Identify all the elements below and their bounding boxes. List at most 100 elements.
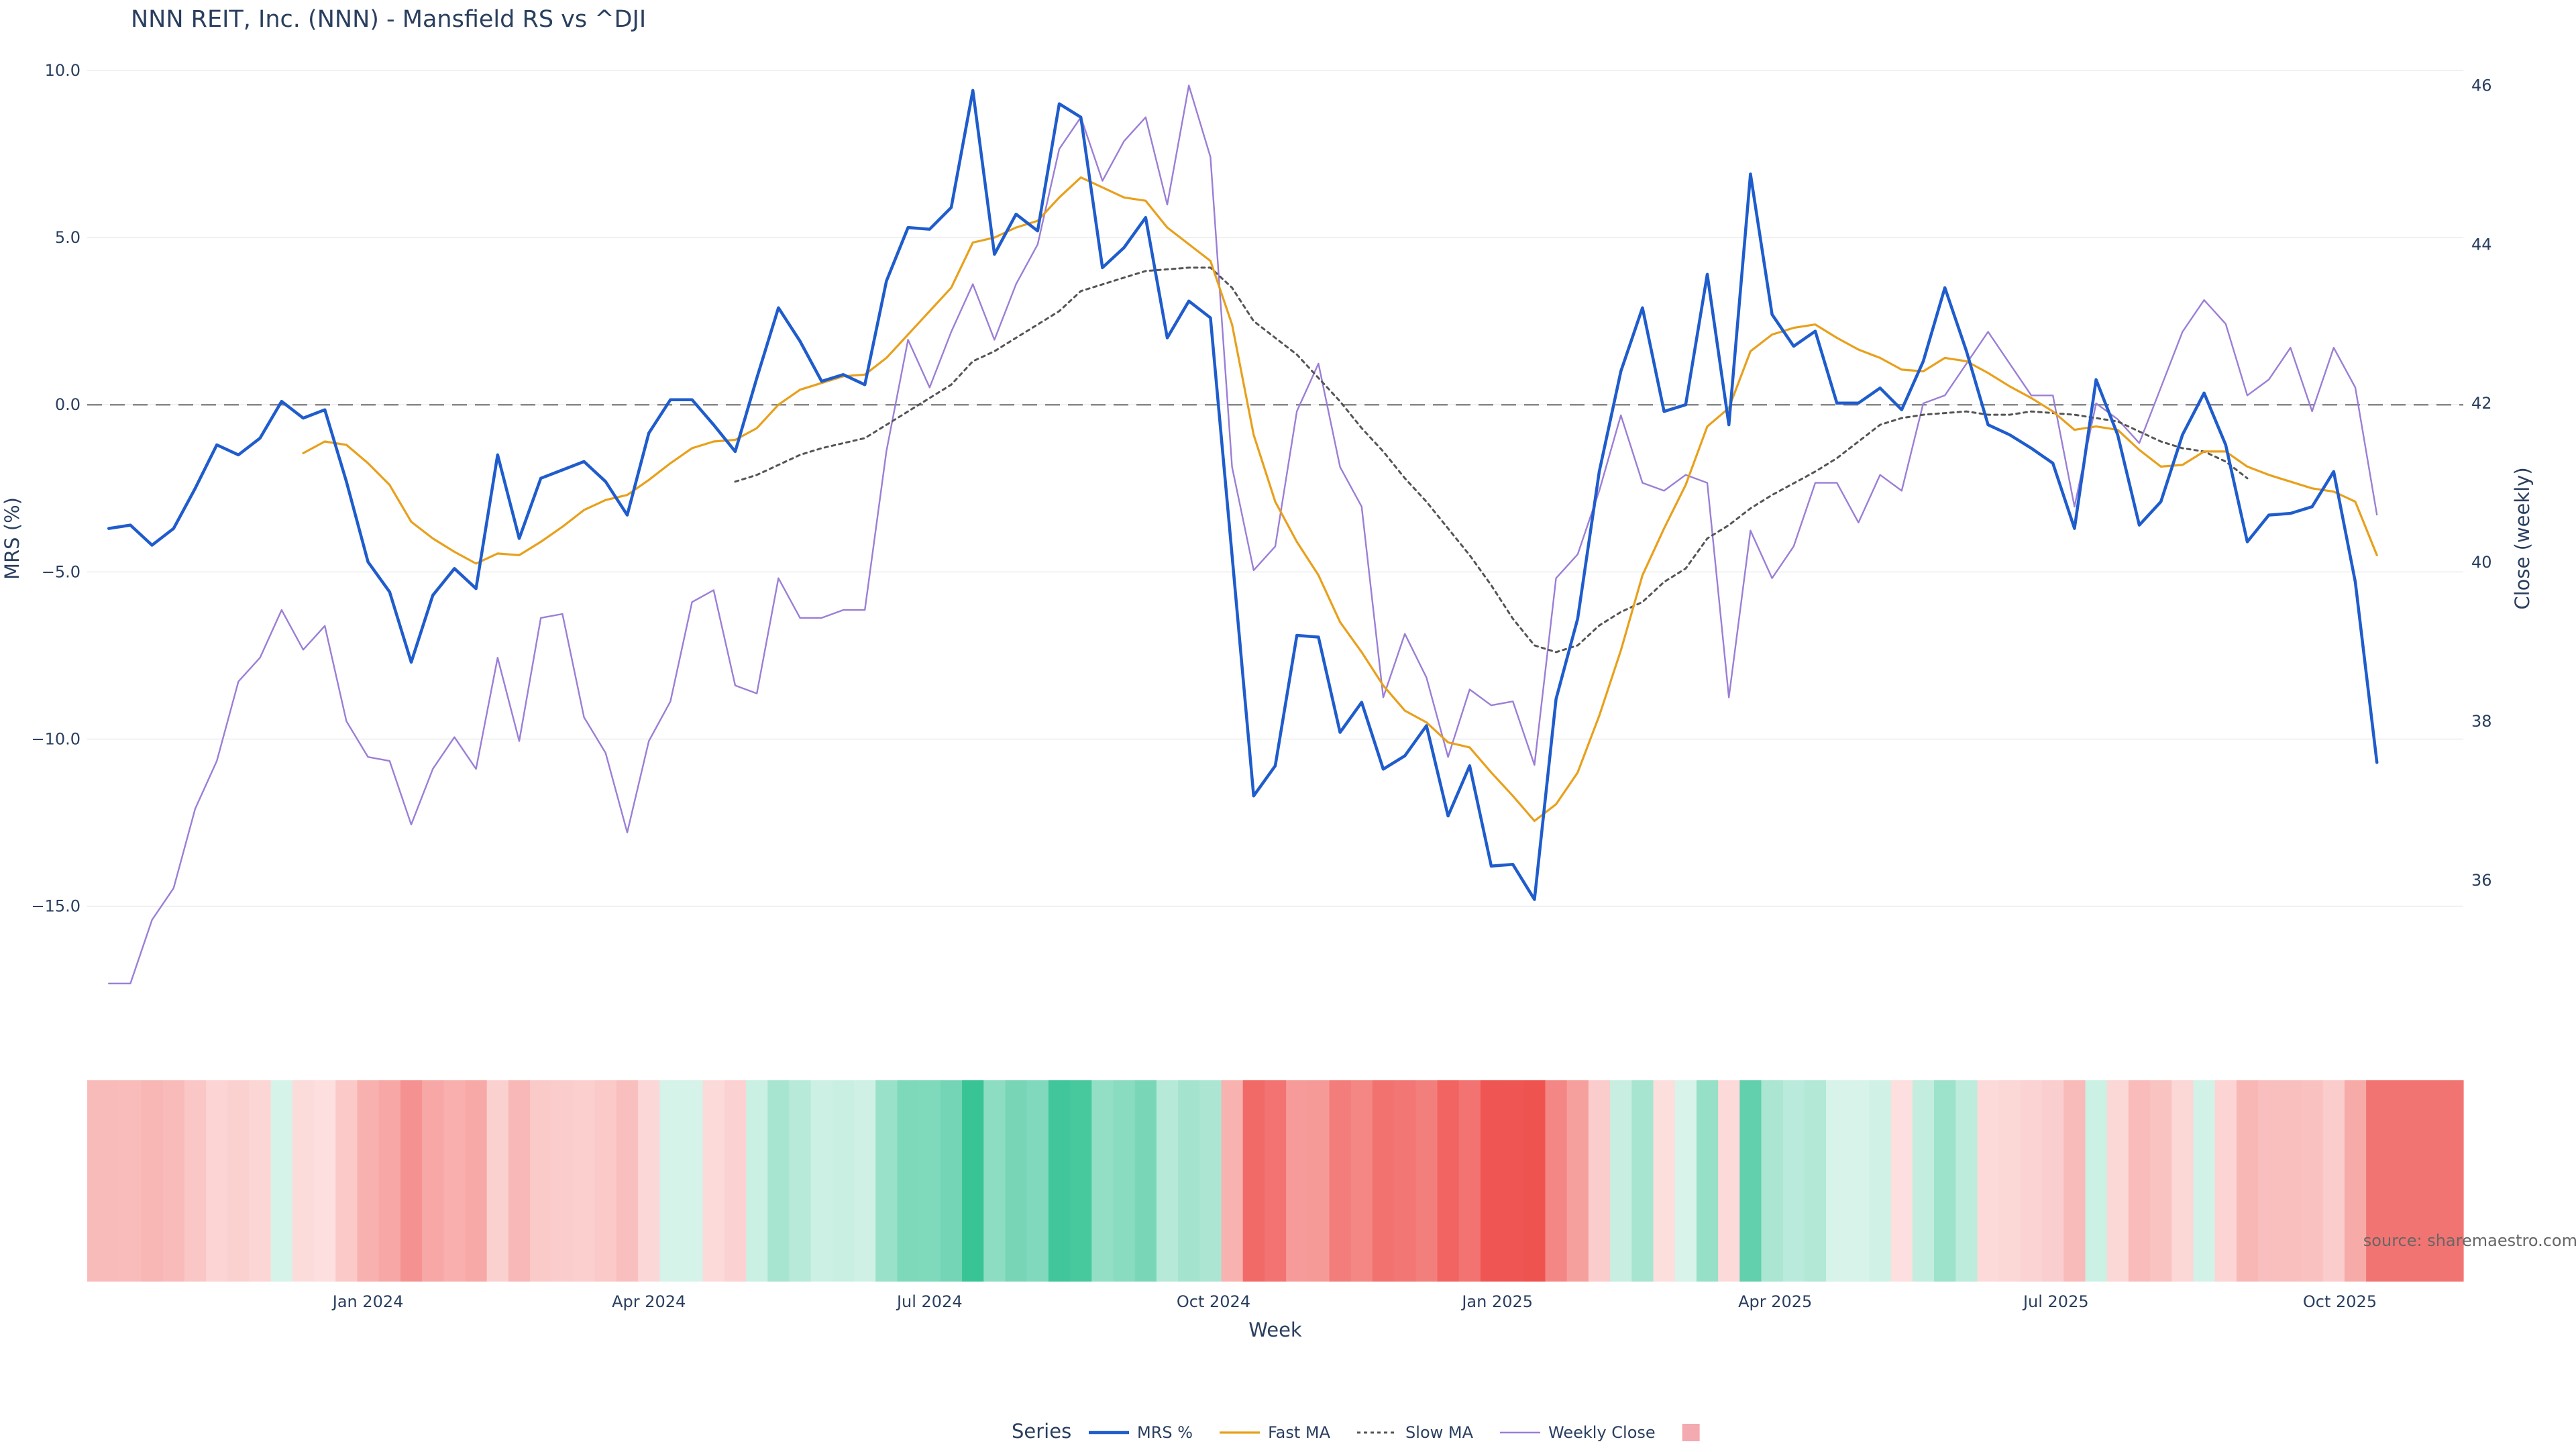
heatmap-cell	[2236, 1080, 2259, 1282]
heatmap-cell	[918, 1080, 941, 1282]
x-axis: Jan 2024 Apr 2024 Jul 2024 Oct 2024 Jan 2025…	[331, 1292, 2377, 1311]
heatmap-cell	[1998, 1080, 2021, 1282]
heatmap-cell	[443, 1080, 466, 1282]
series-lines	[107, 85, 2379, 985]
heatmap-cell	[1372, 1080, 1395, 1282]
heatmap-cell	[1653, 1080, 1676, 1282]
heatmap-cell	[1156, 1080, 1179, 1282]
y2-tick-label: 46	[2471, 76, 2492, 95]
heatmap-cell	[2020, 1080, 2043, 1282]
heatmap-cell	[141, 1080, 164, 1282]
series-line-fast-ma	[302, 176, 2378, 823]
legend-title: Series	[1012, 1420, 1071, 1443]
heatmap-cell	[1113, 1080, 1136, 1282]
heatmap-cell	[1610, 1080, 1632, 1282]
heatmap-cell	[1286, 1080, 1308, 1282]
x-tick-label: Apr 2024	[612, 1292, 686, 1311]
legend-heatmap-swatch	[1682, 1424, 1700, 1441]
legend-item-label: Slow MA	[1405, 1423, 1474, 1442]
heatmap-cell	[940, 1080, 963, 1282]
heatmap-cell	[1329, 1080, 1352, 1282]
heatmap-cell	[206, 1080, 228, 1282]
heatmap-cell	[1394, 1080, 1416, 1282]
heatmap-cell	[1674, 1080, 1697, 1282]
heatmap-cell	[897, 1080, 920, 1282]
heatmap-cell	[702, 1080, 725, 1282]
heatmap-cell	[1221, 1080, 1244, 1282]
heatmap-cell	[227, 1080, 250, 1282]
x-tick-label: Apr 2025	[1738, 1292, 1812, 1311]
heatmap-cell	[2042, 1080, 2064, 1282]
y2-tick-label: 40	[2471, 553, 2492, 572]
series-line-weekly-close	[107, 85, 2378, 985]
heatmap-cell	[508, 1080, 531, 1282]
y-tick-label: −5.0	[42, 562, 80, 581]
y2-tick-label: 44	[2471, 235, 2492, 254]
chart-title: NNN REIT, Inc. (NNN) - Mansfield RS vs ^…	[131, 6, 646, 33]
heatmap-cell	[2344, 1080, 2367, 1282]
heatmap-cell	[2171, 1080, 2194, 1282]
gridlines	[87, 70, 2463, 907]
heatmap-cell	[1437, 1080, 1460, 1282]
heatmap-cell	[2301, 1080, 2324, 1282]
y-tick-label: 5.0	[55, 228, 80, 247]
heatmap-cell	[1178, 1080, 1200, 1282]
heatmap-cell	[335, 1080, 358, 1282]
y2-axis: 46 44 42 40 38 36	[2471, 76, 2492, 889]
heatmap-cell	[1739, 1080, 1762, 1282]
heatmap-cell	[1242, 1080, 1265, 1282]
heatmap-cell	[1545, 1080, 1568, 1282]
heatmap-cell	[119, 1080, 142, 1282]
mrs-heatmap-band	[87, 1080, 2464, 1282]
heatmap-cell	[2193, 1080, 2216, 1282]
x-tick-label: Oct 2024	[1177, 1292, 1250, 1311]
heatmap-cell	[616, 1080, 639, 1282]
heatmap-cell	[854, 1080, 876, 1282]
x-tick-label: Jan 2024	[331, 1292, 404, 1311]
legend-item-label: Weekly Close	[1548, 1423, 1656, 1442]
y-tick-label: 0.0	[55, 395, 80, 414]
heatmap-cell	[2279, 1080, 2302, 1282]
heatmap-cell	[1523, 1080, 1546, 1282]
legend-item-label: Fast MA	[1268, 1423, 1331, 1442]
heatmap-cell	[270, 1080, 293, 1282]
heatmap-cell	[530, 1080, 552, 1282]
heatmap-cell	[1307, 1080, 1330, 1282]
heatmap-cell	[1696, 1080, 1719, 1282]
heatmap-cell	[1955, 1080, 1978, 1282]
heatmap-cell	[551, 1080, 574, 1282]
heatmap-cell	[249, 1080, 272, 1282]
heatmap-cell	[1631, 1080, 1654, 1282]
heatmap-cell	[1566, 1080, 1589, 1282]
heatmap-cell	[1134, 1080, 1157, 1282]
heatmap-cell	[1718, 1080, 1740, 1282]
heatmap-cell	[573, 1080, 596, 1282]
heatmap-cell	[2214, 1080, 2237, 1282]
heatmap-cell	[1199, 1080, 1222, 1282]
x-tick-label: Jul 2025	[2022, 1292, 2089, 1311]
legend: Series MRS % Fast MA Slow MA Weekly Close	[1012, 1420, 1700, 1443]
heatmap-cell	[681, 1080, 704, 1282]
y-tick-label: −10.0	[31, 729, 80, 748]
heatmap-cell	[746, 1080, 768, 1282]
heatmap-cell	[638, 1080, 660, 1282]
heatmap-cell	[659, 1080, 682, 1282]
heatmap-cell	[1026, 1080, 1049, 1282]
heatmap-cell	[1005, 1080, 1028, 1282]
heatmap-cell	[465, 1080, 488, 1282]
heatmap-cell	[962, 1080, 984, 1282]
x-tick-label: Jul 2024	[896, 1292, 963, 1311]
heatmap-cell	[1458, 1080, 1481, 1282]
heatmap-cell	[1415, 1080, 1438, 1282]
heatmap-cell	[1091, 1080, 1114, 1282]
heatmap-cell	[2366, 1080, 2464, 1282]
series-line-slow-ma	[734, 266, 2249, 654]
heatmap-cell	[724, 1080, 747, 1282]
heatmap-cell	[1588, 1080, 1611, 1282]
heatmap-cell	[2085, 1080, 2108, 1282]
heatmap-cell	[875, 1080, 898, 1282]
x-axis-title: Week	[1248, 1318, 1302, 1341]
y2-axis-title: Close (weekly)	[2511, 467, 2534, 609]
y2-tick-label: 38	[2471, 712, 2492, 731]
